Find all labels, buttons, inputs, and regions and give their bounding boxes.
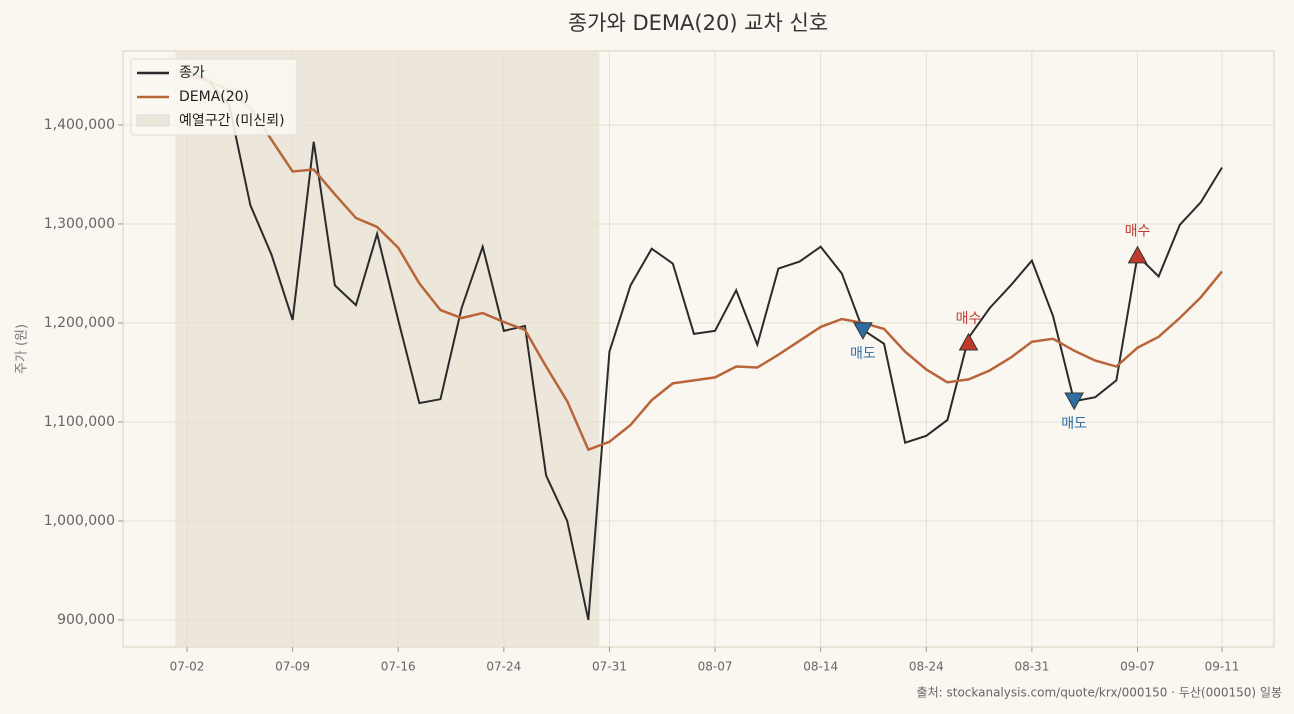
signal-label: 매도 (1061, 416, 1087, 432)
y-tick-label: 1,300,000 (44, 216, 115, 232)
x-tick-label: 07-24 (486, 660, 521, 674)
source-note: 출처: stockanalysis.com/quote/krx/000150 ·… (917, 686, 1282, 700)
y-tick-label: 1,000,000 (44, 513, 115, 529)
x-tick-label: 08-07 (698, 660, 733, 674)
signal-marker (853, 322, 873, 340)
legend-label: DEMA(20) (179, 89, 249, 105)
x-tick-label: 07-16 (381, 660, 416, 674)
signal-label: 매도 (850, 346, 876, 362)
legend: 종가 DEMA(20) 예열구간 (미신뢰) (130, 58, 298, 136)
legend-label: 종가 (179, 65, 205, 81)
signal-label: 매수 (1125, 224, 1151, 240)
y-tick-label: 1,200,000 (44, 315, 115, 331)
signal-marker (958, 332, 979, 351)
legend-box (130, 58, 298, 136)
legend-swatch (136, 114, 170, 127)
x-tick-label: 09-11 (1205, 660, 1240, 674)
x-tick-label: 09-07 (1120, 660, 1155, 674)
x-tick-label: 07-31 (592, 660, 627, 674)
y-tick-label: 1,100,000 (44, 414, 115, 430)
signal-marker (1064, 392, 1084, 411)
signal-marker (1127, 245, 1148, 264)
legend-label: 예열구간 (미신뢰) (179, 113, 285, 129)
x-tick-label: 08-31 (1014, 660, 1049, 674)
series-line (186, 74, 1223, 452)
series-line (186, 69, 1223, 621)
chart-title: 종가와 DEMA(20) 교차 신호 (568, 11, 828, 35)
y-axis-label: 주가 (원) (15, 324, 30, 374)
x-tick-label: 08-24 (909, 660, 944, 674)
x-tick-label: 08-14 (803, 660, 838, 674)
x-tick-label: 07-09 (275, 660, 310, 674)
x-tick-label: 07-02 (170, 660, 205, 674)
y-tick-label: 900,000 (57, 612, 115, 628)
signal-label: 매수 (956, 311, 982, 327)
y-tick-label: 1,400,000 (44, 117, 115, 133)
